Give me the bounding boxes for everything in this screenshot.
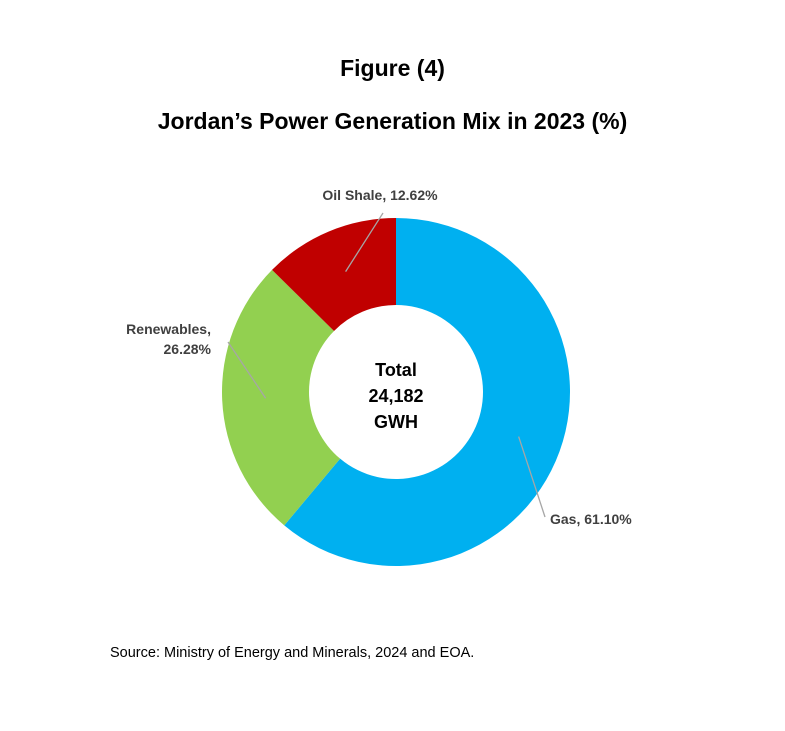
slice-gas <box>284 218 570 566</box>
slice-labels: Gas, 61.10% Renewables, 26.28% Oil Shale, 1… <box>126 187 632 527</box>
slice-label-renewables: Renewables, 26.28% <box>126 321 211 357</box>
center-label-line: 24,182 <box>368 386 423 406</box>
chart-title: Jordan’s Power Generation Mix in 2023 (%… <box>157 108 628 134</box>
leader-line <box>345 212 384 272</box>
center-label-line: GWH <box>374 412 418 432</box>
leader-line <box>518 436 546 518</box>
source-note: Source: Ministry of Energy and Minerals,… <box>110 645 475 661</box>
slice-oil-shale <box>272 218 396 331</box>
donut-chart: Gas, 61.10% Renewables, 26.28% Oil Shale, 1… <box>126 187 632 566</box>
donut-slices <box>221 218 570 566</box>
slice-label-gas: Gas, 61.10% <box>550 511 632 527</box>
leader-lines <box>227 212 546 518</box>
leader-line <box>227 341 267 399</box>
center-label-line: Total <box>375 360 417 380</box>
slice-renewables <box>221 269 341 526</box>
center-label: Total 24,182 GWH <box>368 360 423 432</box>
slice-label-oil-shale: Oil Shale, 12.62% <box>322 187 438 203</box>
figure-label: Figure (4) <box>340 55 445 81</box>
